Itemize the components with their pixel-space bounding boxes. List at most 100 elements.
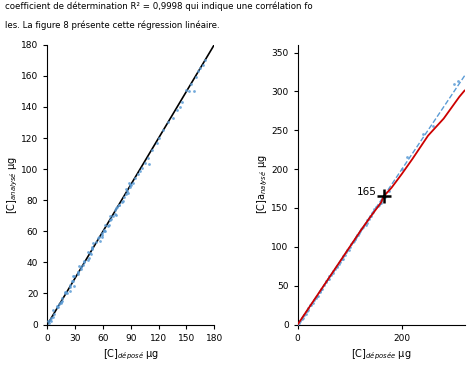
Point	[126, 181, 133, 187]
Point	[95, 234, 102, 240]
Point	[54, 304, 61, 310]
Point	[155, 135, 163, 141]
Point	[319, 286, 326, 292]
Point	[123, 185, 130, 191]
Point	[403, 154, 411, 160]
Point	[372, 204, 380, 210]
Point	[92, 239, 100, 245]
Point	[115, 202, 123, 208]
Point	[74, 269, 82, 275]
Point	[164, 119, 172, 125]
Point	[106, 213, 113, 219]
Point	[57, 300, 64, 306]
Point	[141, 160, 148, 166]
Point	[112, 205, 119, 211]
Point	[329, 268, 337, 274]
Point	[380, 193, 387, 199]
Point	[298, 316, 305, 322]
Point	[57, 299, 64, 305]
Point	[293, 322, 301, 328]
Point	[324, 276, 331, 282]
Point	[135, 171, 142, 177]
Point	[335, 260, 342, 266]
Point	[88, 244, 96, 250]
Point	[77, 264, 85, 270]
Point	[84, 257, 92, 263]
Point	[307, 302, 315, 308]
Point	[127, 182, 135, 188]
Point	[316, 289, 324, 295]
Point	[185, 88, 193, 94]
Point	[353, 234, 360, 240]
Point	[89, 246, 96, 252]
Point	[314, 294, 321, 300]
Point	[377, 200, 385, 206]
Point	[429, 123, 437, 129]
Point	[47, 315, 55, 321]
Point	[89, 240, 97, 246]
Point	[306, 302, 313, 308]
Point	[379, 194, 387, 200]
Point	[107, 216, 115, 222]
Point	[350, 239, 357, 245]
Point	[49, 314, 56, 320]
Point	[95, 235, 102, 241]
Point	[200, 62, 207, 68]
Text: les. La figure 8 présente cette régression linéaire.: les. La figure 8 présente cette régressi…	[5, 21, 219, 30]
Point	[99, 234, 106, 240]
Point	[347, 241, 355, 247]
Point	[195, 68, 202, 74]
Point	[333, 263, 341, 269]
Point	[318, 286, 325, 292]
Point	[173, 107, 181, 113]
Point	[100, 228, 108, 234]
Point	[358, 225, 366, 231]
Point	[419, 131, 427, 137]
Point	[376, 200, 383, 206]
Point	[122, 191, 130, 197]
Point	[325, 276, 333, 282]
Point	[300, 315, 307, 321]
Point	[377, 198, 385, 204]
Point	[62, 289, 70, 295]
Point	[398, 166, 406, 172]
X-axis label: [C]$_{déposé}$ µg: [C]$_{déposé}$ µg	[103, 348, 159, 363]
Point	[111, 207, 119, 213]
Point	[169, 115, 176, 121]
Point	[339, 253, 347, 258]
Point	[381, 194, 389, 200]
Point	[354, 232, 361, 238]
Point	[50, 311, 57, 317]
Point	[55, 301, 63, 307]
Point	[137, 167, 144, 173]
Text: coefficient de détermination R² = 0,9998 qui indique une corrélation fo: coefficient de détermination R² = 0,9998…	[5, 2, 312, 11]
Point	[112, 212, 119, 218]
Point	[111, 210, 118, 216]
Point	[339, 256, 346, 261]
Point	[343, 249, 350, 255]
Point	[310, 297, 318, 303]
Point	[80, 258, 88, 264]
Point	[301, 312, 308, 318]
Point	[302, 311, 310, 317]
Point	[329, 270, 337, 276]
Point	[295, 320, 303, 326]
Point	[328, 272, 335, 278]
Point	[58, 298, 66, 304]
Point	[49, 307, 56, 313]
Point	[109, 213, 117, 219]
Text: 165: 165	[356, 187, 376, 197]
Point	[303, 308, 310, 314]
Point	[367, 213, 375, 219]
Point	[118, 199, 126, 205]
Point	[66, 282, 74, 288]
Point	[80, 259, 87, 265]
Point	[105, 222, 112, 228]
Point	[321, 282, 328, 288]
Point	[104, 223, 112, 229]
Point	[113, 204, 121, 210]
Point	[187, 81, 195, 87]
Point	[346, 244, 354, 250]
Point	[341, 252, 348, 258]
Point	[101, 228, 109, 233]
